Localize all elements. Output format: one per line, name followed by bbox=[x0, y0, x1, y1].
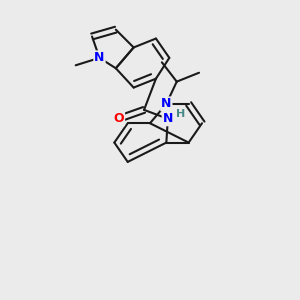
Text: H: H bbox=[176, 109, 185, 119]
Text: N: N bbox=[161, 98, 172, 110]
Text: O: O bbox=[113, 112, 124, 125]
Text: N: N bbox=[163, 112, 173, 125]
Text: N: N bbox=[94, 51, 105, 64]
